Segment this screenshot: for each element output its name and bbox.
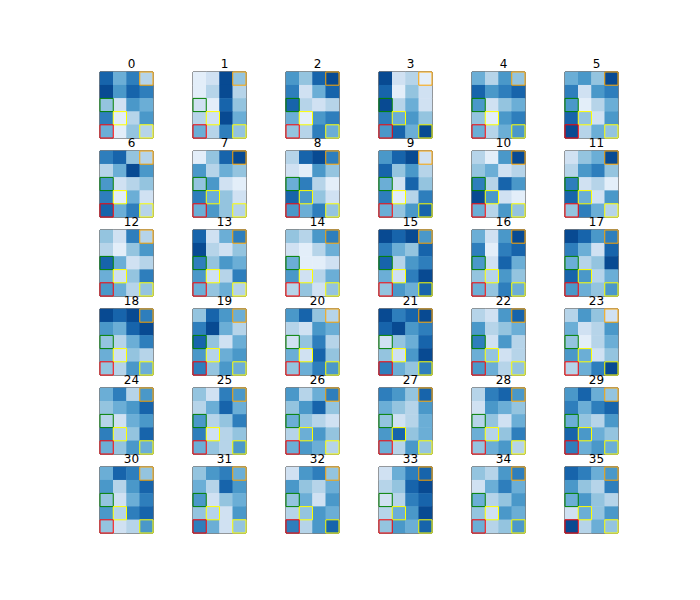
svg-text:5: 5 [593,57,601,71]
svg-text:21: 21 [403,294,418,308]
svg-text:32: 32 [310,452,325,466]
svg-text:30: 30 [124,452,139,466]
svg-text:19: 19 [217,294,232,308]
svg-text:6: 6 [128,136,136,150]
svg-text:10: 10 [496,136,511,150]
svg-text:7: 7 [221,136,229,150]
svg-text:9: 9 [407,136,415,150]
svg-text:8: 8 [314,136,322,150]
svg-text:17: 17 [589,215,604,229]
svg-text:12: 12 [124,215,139,229]
svg-text:25: 25 [217,373,232,387]
svg-text:20: 20 [310,294,325,308]
svg-text:33: 33 [403,452,418,466]
svg-text:2: 2 [314,57,322,71]
svg-text:27: 27 [403,373,418,387]
svg-text:23: 23 [589,294,604,308]
svg-text:22: 22 [496,294,511,308]
svg-text:11: 11 [589,136,604,150]
svg-text:35: 35 [589,452,604,466]
svg-text:0: 0 [128,57,136,71]
svg-text:34: 34 [496,452,511,466]
svg-text:13: 13 [217,215,232,229]
svg-text:16: 16 [496,215,511,229]
svg-text:4: 4 [500,57,508,71]
svg-text:24: 24 [124,373,139,387]
svg-text:26: 26 [310,373,325,387]
svg-text:1: 1 [221,57,229,71]
svg-text:29: 29 [589,373,604,387]
svg-text:31: 31 [217,452,232,466]
svg-text:3: 3 [407,57,415,71]
svg-text:14: 14 [310,215,325,229]
svg-text:18: 18 [124,294,139,308]
svg-text:15: 15 [403,215,418,229]
svg-text:28: 28 [496,373,511,387]
